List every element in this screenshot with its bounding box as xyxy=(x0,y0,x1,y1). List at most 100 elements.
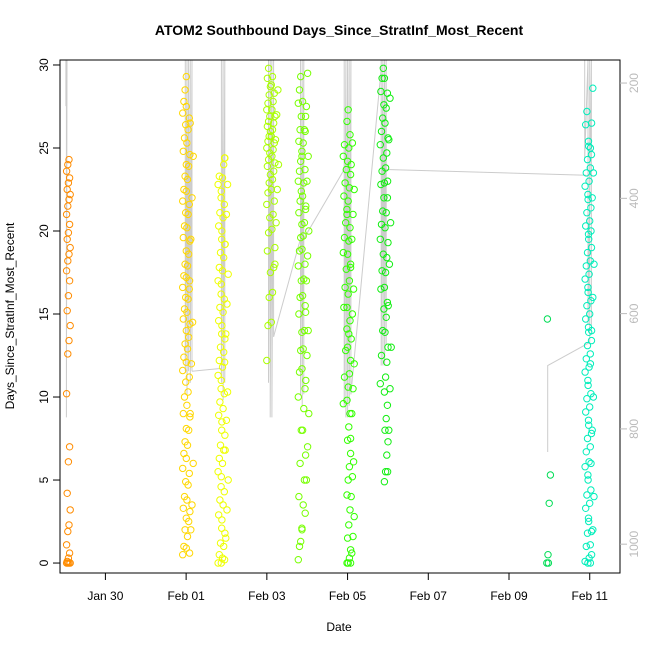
data-point xyxy=(589,169,598,177)
data-point xyxy=(179,409,188,418)
data-point xyxy=(179,147,188,156)
data-point xyxy=(295,542,304,551)
data-point xyxy=(342,219,350,227)
data-point xyxy=(297,72,305,81)
data-point xyxy=(217,376,226,385)
x-tick-label: Feb 05 xyxy=(329,589,367,603)
data-point xyxy=(65,336,73,345)
data-point xyxy=(348,139,357,147)
data-point xyxy=(295,167,304,175)
data-point xyxy=(223,388,232,396)
data-point xyxy=(185,200,194,209)
data-point xyxy=(267,81,275,89)
data-point xyxy=(376,380,384,388)
data-point xyxy=(302,202,310,210)
data-point xyxy=(62,390,71,398)
data-point xyxy=(343,117,351,126)
data-point xyxy=(301,127,309,136)
data-point xyxy=(294,262,302,270)
data-point xyxy=(381,328,389,336)
data-point xyxy=(188,501,196,509)
data-point xyxy=(344,106,352,114)
data-point xyxy=(264,99,272,107)
data-point xyxy=(377,127,386,136)
data-point xyxy=(181,526,189,534)
x-tick-label: Feb 09 xyxy=(490,589,528,603)
data-point xyxy=(304,152,312,161)
data-point xyxy=(381,268,390,277)
data-point xyxy=(66,243,74,252)
data-point xyxy=(217,187,226,195)
data-point xyxy=(587,486,595,494)
data-point xyxy=(65,195,73,204)
data-point xyxy=(220,200,229,209)
data-point xyxy=(186,413,194,421)
data-point xyxy=(377,87,385,96)
data-point xyxy=(65,443,74,451)
data-point xyxy=(382,313,390,321)
data-point xyxy=(340,192,348,200)
data-point xyxy=(221,446,229,454)
data-point xyxy=(587,119,596,127)
data-point xyxy=(346,559,355,567)
data-point xyxy=(219,308,227,316)
data-point xyxy=(179,551,187,559)
data-point xyxy=(344,383,352,391)
overlay-line-segment xyxy=(386,169,587,176)
x-tick-label: Feb 03 xyxy=(248,589,286,603)
data-point xyxy=(298,97,307,106)
data-point xyxy=(214,180,222,189)
data-point xyxy=(218,459,227,468)
data-point xyxy=(349,285,358,293)
data-point xyxy=(62,541,71,549)
data-point xyxy=(301,260,309,268)
data-point xyxy=(581,368,589,376)
data-point xyxy=(220,488,229,496)
data-point xyxy=(184,210,192,219)
data-point xyxy=(589,84,597,92)
data-point xyxy=(187,235,195,244)
data-point xyxy=(346,263,355,272)
data-point xyxy=(585,142,593,151)
y2-tick-label: 1000 xyxy=(627,531,641,558)
data-point xyxy=(345,521,353,529)
data-point xyxy=(266,268,275,277)
data-point xyxy=(344,476,352,484)
data-point xyxy=(585,363,593,371)
data-point xyxy=(265,91,273,99)
data-point xyxy=(582,262,590,270)
data-point xyxy=(345,144,353,152)
data-point xyxy=(65,155,73,164)
data-point xyxy=(585,517,593,526)
data-point xyxy=(220,556,229,564)
data-point xyxy=(221,431,229,439)
data-point xyxy=(268,106,276,114)
y-axis: 0 5 10 15 20 25 30 xyxy=(37,58,60,566)
data-point xyxy=(179,366,187,375)
data-point xyxy=(386,219,395,227)
data-point xyxy=(546,471,555,479)
data-point xyxy=(586,144,595,152)
data-point xyxy=(346,546,355,554)
data-point xyxy=(583,302,591,310)
data-point xyxy=(185,114,194,122)
data-point xyxy=(305,227,313,235)
data-point xyxy=(380,388,389,396)
data-point xyxy=(586,443,594,451)
data-point xyxy=(179,233,188,242)
data-point xyxy=(64,257,72,265)
data-point xyxy=(63,557,71,566)
y2-tick-label: 200 xyxy=(627,73,641,93)
data-point xyxy=(587,336,596,345)
data-point xyxy=(377,180,385,189)
data-point xyxy=(62,210,71,219)
data-point xyxy=(383,401,392,409)
data-point xyxy=(545,499,553,507)
data-point xyxy=(301,205,310,214)
data-point xyxy=(586,559,595,567)
data-point xyxy=(585,270,593,278)
data-point xyxy=(273,111,281,119)
data-point xyxy=(185,469,194,478)
data-point xyxy=(296,459,304,468)
data-point xyxy=(387,343,395,351)
